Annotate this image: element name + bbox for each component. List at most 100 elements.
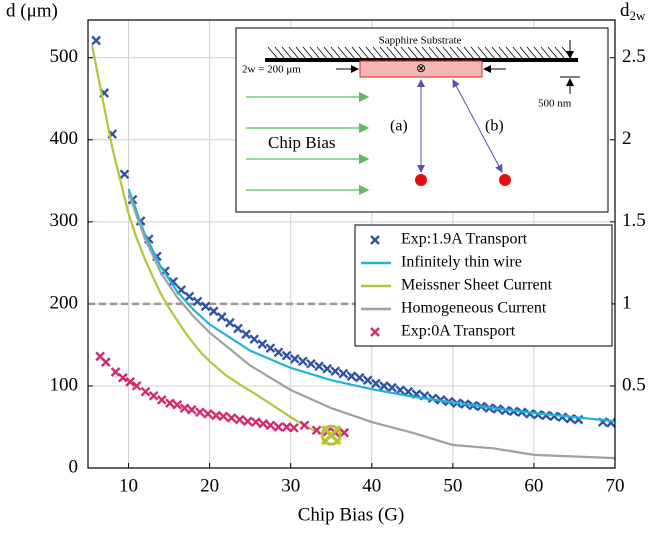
data-point bbox=[119, 169, 130, 180]
hatch bbox=[470, 46, 482, 60]
data-point bbox=[289, 354, 300, 364]
width-label: 2w = 200 μm bbox=[242, 64, 301, 76]
data-point bbox=[200, 301, 211, 312]
hatch bbox=[519, 46, 531, 60]
hatch bbox=[533, 46, 545, 60]
data-point bbox=[125, 376, 136, 387]
hatch bbox=[372, 46, 384, 60]
y-tick-label: 100 bbox=[50, 374, 79, 395]
data-point bbox=[557, 412, 568, 422]
hatch bbox=[365, 46, 377, 60]
data-point bbox=[234, 414, 245, 425]
hatch bbox=[449, 46, 461, 60]
hatch bbox=[547, 46, 559, 60]
data-point bbox=[289, 422, 299, 433]
hatch bbox=[309, 46, 321, 60]
hatch bbox=[498, 46, 510, 60]
y2-tick-label: 1.5 bbox=[622, 210, 646, 231]
hatch bbox=[421, 46, 433, 60]
hatch bbox=[526, 46, 538, 60]
hatch bbox=[554, 46, 566, 60]
data-point bbox=[258, 418, 268, 429]
data-point bbox=[100, 357, 111, 368]
substrate-label: Sapphire Substrate bbox=[379, 35, 462, 47]
hatch bbox=[344, 46, 356, 60]
hatch bbox=[407, 46, 419, 60]
data-point bbox=[330, 366, 341, 377]
hatch bbox=[386, 46, 398, 60]
data-point bbox=[148, 390, 159, 401]
data-point bbox=[379, 381, 389, 391]
data-point bbox=[533, 409, 543, 420]
y2-tick-label: 2 bbox=[622, 128, 632, 149]
legend-swatch bbox=[370, 235, 380, 245]
legend-label: Infinitely thin wire bbox=[401, 254, 522, 271]
data-point bbox=[195, 407, 205, 418]
legend-swatch bbox=[370, 327, 380, 337]
hatch bbox=[316, 46, 328, 60]
current-symbol: ⊗ bbox=[416, 61, 426, 75]
y-tick-label: 200 bbox=[50, 292, 79, 313]
hatch bbox=[435, 46, 447, 60]
x-tick-label: 50 bbox=[443, 475, 462, 496]
hatch bbox=[477, 46, 489, 60]
data-point bbox=[362, 375, 373, 386]
data-point bbox=[298, 356, 308, 367]
hatch bbox=[540, 46, 552, 60]
legend-label: Exp:1.9A Transport bbox=[401, 231, 528, 248]
hatch bbox=[400, 46, 412, 60]
data-point bbox=[118, 372, 128, 383]
hatch bbox=[512, 46, 524, 60]
data-point bbox=[233, 323, 243, 334]
data-point bbox=[322, 363, 333, 374]
series-line bbox=[127, 188, 616, 423]
inset: Sapphire Substrate ⊗ 2w = 200 μm 500 nm Chip… bbox=[235, 27, 609, 213]
data-point bbox=[172, 399, 183, 410]
y2-tick-label: 2.5 bbox=[622, 46, 646, 67]
y-axis-label: d (μm) bbox=[6, 0, 58, 21]
data-point bbox=[211, 410, 221, 421]
hatch bbox=[428, 46, 440, 60]
y2-axis-label: d2w bbox=[620, 0, 646, 23]
y-tick-label: 0 bbox=[69, 456, 79, 477]
data-point bbox=[249, 334, 260, 345]
y-tick-label: 300 bbox=[50, 210, 79, 231]
series-line bbox=[90, 45, 316, 433]
y2-label-sub: 2w bbox=[630, 8, 647, 23]
data-point bbox=[395, 385, 405, 395]
legend-label: Homogeneous Current bbox=[401, 300, 547, 317]
y-tick-label: 500 bbox=[50, 46, 79, 67]
data-point bbox=[140, 386, 151, 397]
x-tick-label: 10 bbox=[119, 475, 138, 496]
data-point bbox=[281, 422, 292, 432]
data-point bbox=[186, 404, 197, 415]
hatch bbox=[379, 46, 391, 60]
data-point bbox=[131, 381, 142, 391]
hatch bbox=[281, 46, 293, 60]
x-tick-label: 60 bbox=[524, 475, 543, 496]
x-tick-label: 40 bbox=[362, 475, 381, 496]
data-point bbox=[265, 343, 276, 354]
data-point bbox=[208, 306, 219, 317]
hatch bbox=[351, 46, 363, 60]
data-point bbox=[216, 312, 227, 322]
data-point bbox=[549, 411, 560, 422]
series-line bbox=[127, 192, 616, 460]
data-point bbox=[218, 411, 229, 422]
hatch bbox=[330, 46, 342, 60]
data-point bbox=[541, 410, 551, 421]
data-point bbox=[179, 403, 190, 413]
probe-label: (b) bbox=[485, 118, 504, 135]
data-point bbox=[273, 347, 284, 358]
data-point bbox=[192, 296, 203, 307]
data-point bbox=[281, 350, 292, 361]
data-point bbox=[168, 276, 178, 287]
probe-point bbox=[499, 174, 511, 186]
hatch bbox=[414, 46, 426, 60]
legend-label: Meissner Sheet Current bbox=[401, 277, 553, 294]
x-tick-label: 20 bbox=[200, 475, 219, 496]
hatch bbox=[358, 46, 370, 60]
hatch bbox=[295, 46, 307, 60]
data-point bbox=[91, 35, 101, 46]
probe-label: (a) bbox=[390, 118, 408, 135]
